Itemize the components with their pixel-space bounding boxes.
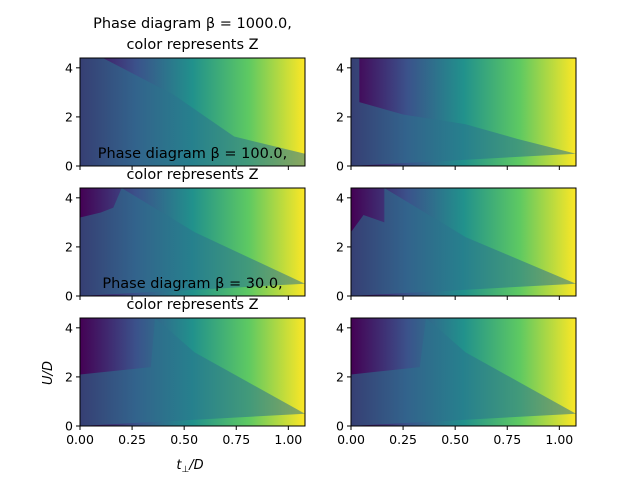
y-tick-label: 0: [336, 419, 344, 434]
x-tick-label: 0.00: [337, 432, 365, 447]
panel-beta-1000-right: 0 2 4: [336, 57, 577, 174]
x-tick-label: 0.75: [222, 432, 250, 447]
panel-title-line1: Phase diagram β = 100.0,: [98, 146, 288, 162]
y-tick-label: 4: [336, 190, 344, 205]
y-tick-label: 0: [65, 289, 73, 304]
x-axis-label: t⊥/D: [176, 458, 203, 475]
x-tick-label: 0.25: [389, 432, 417, 447]
y-tick-label: 4: [65, 320, 73, 335]
axes-frame: [350, 57, 577, 167]
y-tick-label: 0: [65, 159, 73, 174]
heatmap-region: [80, 318, 305, 426]
x-tick-label: 1.00: [545, 432, 573, 447]
panel-beta-30-left: 0 2 4 0.00 0.25 0.50 0.75 1.00: [65, 317, 306, 447]
x-tick-label: 0.25: [118, 432, 146, 447]
x-tick-label: 0.50: [170, 432, 198, 447]
x-tick-label: 0.75: [493, 432, 521, 447]
heatmap-region: [351, 188, 576, 296]
y-tick-label: 4: [336, 320, 344, 335]
heatmap-region: [351, 318, 576, 426]
panel-beta-30-right: 0 2 4 0.00 0.25 0.50 0.75 1.00: [336, 317, 577, 447]
panel-title-line2: color represents Z: [126, 297, 258, 313]
y-tick-label: 4: [336, 60, 344, 75]
heatmap-region: [80, 188, 305, 296]
y-tick-label: 0: [65, 419, 73, 434]
y-tick-label: 2: [65, 109, 73, 124]
y-tick-label: 2: [336, 109, 344, 124]
x-tick-label: 1.00: [274, 432, 302, 447]
y-tick-label: 0: [336, 289, 344, 304]
axes-frame: [79, 317, 306, 427]
heatmap-region: [351, 58, 576, 166]
panel-beta-1000-left: 0 2 4: [65, 57, 306, 174]
axes-frame: [350, 317, 577, 427]
y-tick-label: 2: [336, 369, 344, 384]
x-tick-label: 0.50: [441, 432, 469, 447]
panel-beta-100-right: 0 2 4: [336, 187, 577, 304]
y-tick-label: 2: [65, 369, 73, 384]
y-tick-label: 2: [336, 239, 344, 254]
y-tick-label: 4: [65, 60, 73, 75]
panel-title-line2: color represents Z: [126, 37, 258, 53]
y-tick-label: 0: [336, 159, 344, 174]
y-tick-label: 2: [65, 239, 73, 254]
y-tick-label: 4: [65, 190, 73, 205]
x-tick-label: 0.00: [66, 432, 94, 447]
panel-title-line1: Phase diagram β = 30.0,: [102, 276, 282, 292]
panel-title-line1: Phase diagram β = 1000.0,: [93, 16, 292, 32]
y-axis-label: U/D: [41, 361, 56, 385]
axes-frame: [79, 57, 306, 167]
axes-frame: [79, 187, 306, 297]
axes-frame: [350, 187, 577, 297]
panel-beta-100-left: 0 2 4: [65, 187, 306, 304]
heatmap-region: [80, 58, 305, 166]
panel-title-line2: color represents Z: [126, 167, 258, 183]
